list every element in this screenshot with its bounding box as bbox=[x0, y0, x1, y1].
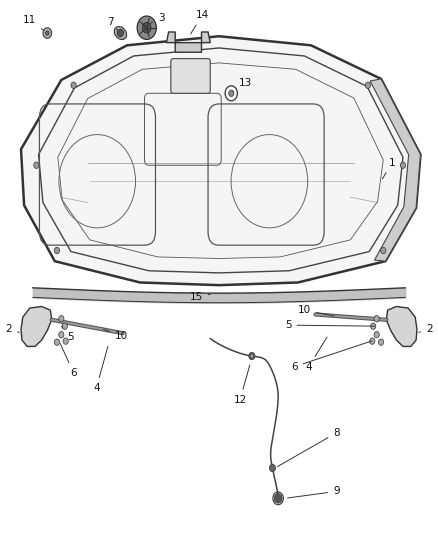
Text: 1: 1 bbox=[382, 158, 396, 179]
Circle shape bbox=[229, 90, 234, 96]
Circle shape bbox=[54, 339, 60, 345]
Polygon shape bbox=[166, 32, 210, 52]
Text: 15: 15 bbox=[190, 293, 210, 302]
Text: 3: 3 bbox=[151, 13, 165, 23]
Text: 8: 8 bbox=[277, 428, 340, 466]
Text: 11: 11 bbox=[23, 15, 44, 30]
Circle shape bbox=[54, 247, 60, 254]
Polygon shape bbox=[21, 36, 420, 285]
Circle shape bbox=[46, 31, 49, 35]
Text: 14: 14 bbox=[191, 10, 209, 34]
Circle shape bbox=[62, 323, 67, 329]
Circle shape bbox=[63, 338, 68, 344]
Circle shape bbox=[142, 22, 151, 33]
Circle shape bbox=[34, 162, 39, 168]
Text: 2: 2 bbox=[5, 325, 19, 334]
Circle shape bbox=[59, 316, 64, 322]
Circle shape bbox=[381, 247, 386, 254]
Text: 4: 4 bbox=[93, 346, 108, 393]
Text: 2: 2 bbox=[419, 325, 433, 334]
Text: 5: 5 bbox=[285, 320, 375, 330]
Circle shape bbox=[225, 86, 237, 101]
Text: 10: 10 bbox=[103, 329, 128, 341]
Circle shape bbox=[117, 29, 124, 37]
Text: 5: 5 bbox=[61, 326, 74, 342]
Text: 10: 10 bbox=[298, 305, 335, 316]
Circle shape bbox=[43, 28, 52, 38]
Circle shape bbox=[269, 464, 276, 472]
Circle shape bbox=[370, 338, 375, 344]
Text: 6: 6 bbox=[291, 341, 372, 372]
Circle shape bbox=[59, 332, 64, 338]
Circle shape bbox=[400, 162, 406, 168]
Text: 12: 12 bbox=[233, 365, 250, 405]
Text: 4: 4 bbox=[305, 337, 327, 372]
Text: 7: 7 bbox=[107, 18, 118, 31]
Text: 13: 13 bbox=[233, 78, 252, 92]
Circle shape bbox=[71, 82, 76, 88]
Circle shape bbox=[365, 82, 371, 88]
FancyBboxPatch shape bbox=[171, 59, 210, 93]
Circle shape bbox=[374, 316, 379, 322]
Circle shape bbox=[378, 339, 384, 345]
Circle shape bbox=[137, 16, 156, 39]
Circle shape bbox=[371, 323, 376, 329]
Polygon shape bbox=[21, 306, 52, 346]
Ellipse shape bbox=[114, 27, 127, 39]
Text: 9: 9 bbox=[287, 487, 340, 498]
Circle shape bbox=[374, 332, 379, 338]
Text: 6: 6 bbox=[60, 344, 77, 378]
Circle shape bbox=[249, 352, 255, 360]
Circle shape bbox=[274, 494, 282, 503]
Polygon shape bbox=[370, 79, 420, 261]
Circle shape bbox=[250, 354, 254, 358]
Polygon shape bbox=[386, 306, 417, 346]
